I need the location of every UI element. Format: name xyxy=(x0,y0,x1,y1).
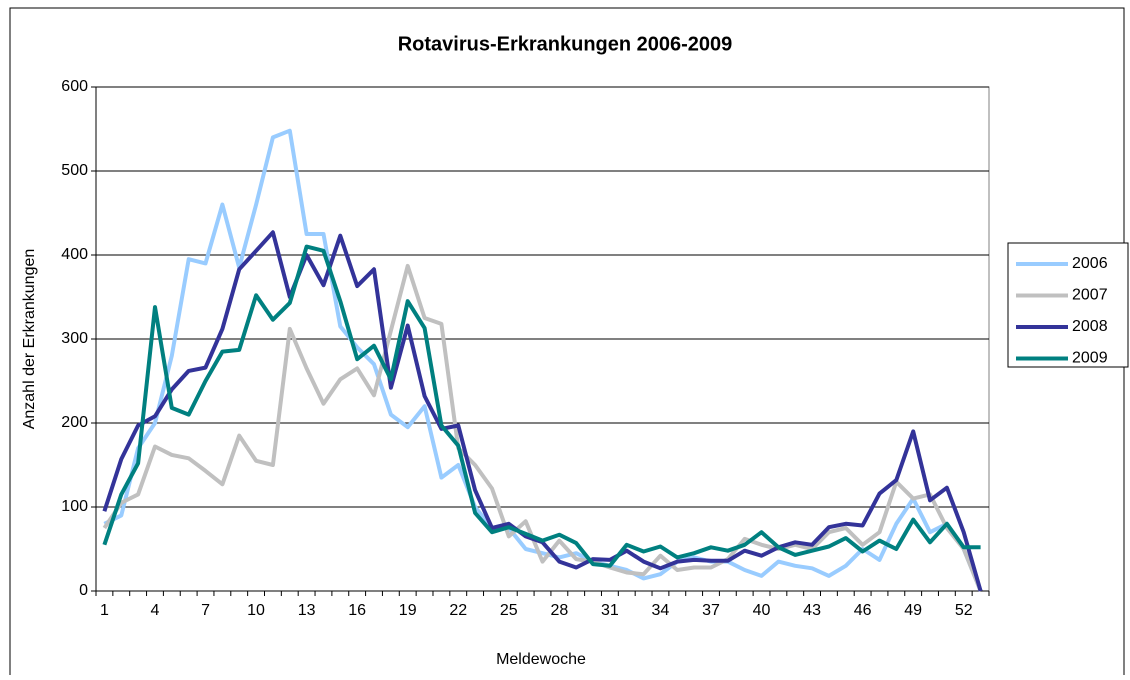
x-tick-label: 37 xyxy=(702,602,720,619)
series-line xyxy=(102,244,981,568)
legend-label: 2009 xyxy=(1072,350,1108,367)
x-tick-label: 31 xyxy=(601,602,619,619)
series-line xyxy=(103,128,983,592)
x-tick-label: 46 xyxy=(854,602,872,619)
y-tick-label: 500 xyxy=(61,162,88,179)
x-tick-label: 19 xyxy=(399,602,417,619)
y-axis-label: Anzahl der Erkrankungen xyxy=(21,249,38,430)
y-tick-label: 0 xyxy=(79,582,88,599)
x-tick-label: 10 xyxy=(247,602,265,619)
x-tick-label: 4 xyxy=(151,602,160,619)
x-tick-label: 22 xyxy=(449,602,467,619)
series-line xyxy=(102,263,983,592)
chart-title: Rotavirus-Erkrankungen 2006-2009 xyxy=(398,33,733,55)
x-tick-label: 13 xyxy=(298,602,316,619)
x-tick-label: 7 xyxy=(201,602,210,619)
y-tick-label: 200 xyxy=(61,414,88,431)
x-tick-label: 25 xyxy=(500,602,518,619)
y-tick-label: 100 xyxy=(61,498,88,515)
x-tick-label: 43 xyxy=(803,602,821,619)
y-tick-label: 400 xyxy=(61,246,88,263)
x-tick-label: 34 xyxy=(652,602,670,619)
x-tick-label: 1 xyxy=(100,602,109,619)
legend-box xyxy=(1007,242,1129,368)
x-tick-label: 49 xyxy=(904,602,922,619)
y-tick-label: 600 xyxy=(61,78,88,95)
x-tick-label: 52 xyxy=(955,602,973,619)
legend-label: 2007 xyxy=(1072,287,1108,304)
legend-label: 2008 xyxy=(1072,318,1108,335)
legend-label: 2006 xyxy=(1072,255,1108,272)
y-tick-label: 300 xyxy=(61,330,88,347)
x-tick-label: 16 xyxy=(348,602,366,619)
x-tick-label: 40 xyxy=(753,602,771,619)
x-axis-label: Meldewoche xyxy=(496,651,586,668)
x-tick-label: 28 xyxy=(550,602,568,619)
